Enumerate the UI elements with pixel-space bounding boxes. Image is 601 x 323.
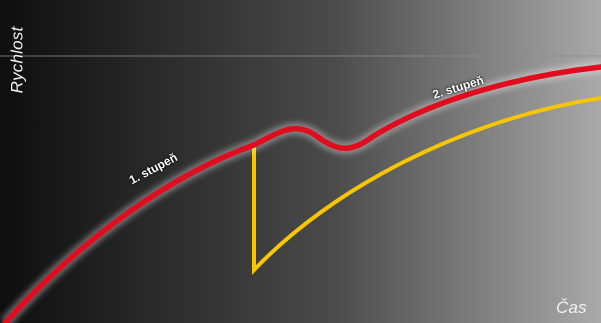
gear-curve: [2, 64, 601, 323]
gear-transition-curve: [252, 96, 601, 276]
x-axis-label: Čas: [556, 298, 587, 317]
y-axis-label: Rychlost: [7, 26, 27, 94]
